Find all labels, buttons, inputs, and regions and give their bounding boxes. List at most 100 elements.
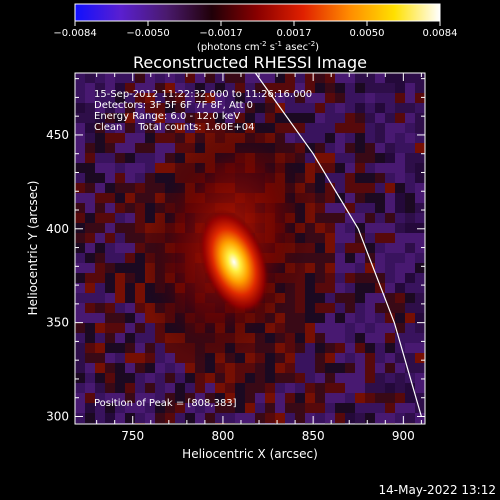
image-pixel [115,273,125,283]
image-pixel [155,333,165,343]
image-pixel [405,273,415,283]
image-pixel [395,113,405,123]
image-pixel [375,103,385,113]
image-pixel [335,413,345,423]
image-pixel [405,183,415,193]
image-pixel [165,353,175,363]
image-pixel [415,163,425,173]
image-pixel [365,293,375,303]
image-pixel [355,83,365,93]
image-pixel [355,333,365,343]
image-pixel [275,83,285,93]
image-pixel [95,273,105,283]
image-pixel [315,363,325,373]
image-pixel [415,273,425,283]
image-pixel [115,403,125,413]
image-pixel [145,363,155,373]
image-pixel [175,123,185,133]
image-pixel [375,123,385,133]
image-pixel [85,93,95,103]
image-pixel [235,383,245,393]
image-pixel [335,243,345,253]
image-pixel [365,283,375,293]
image-pixel [245,373,255,383]
image-pixel [295,393,305,403]
image-pixel [315,73,325,83]
image-pixel [355,323,365,333]
image-pixel [325,153,335,163]
image-pixel [155,413,165,423]
image-pixel [115,113,125,123]
image-pixel [345,173,355,183]
image-pixel [285,383,295,393]
image-pixel [245,383,255,393]
image-pixel [385,253,395,263]
image-pixel [295,83,305,93]
image-pixel [415,213,425,223]
image-pixel [395,293,405,303]
image-pixel [335,363,345,373]
image-pixel [105,203,115,213]
image-pixel [105,253,115,263]
image-pixel [385,323,395,333]
image-pixel [325,333,335,343]
image-pixel [105,353,115,363]
image-pixel [115,83,125,93]
image-pixel [115,373,125,383]
image-pixel [115,293,125,303]
image-pixel [225,83,235,93]
image-pixel [405,113,415,123]
image-pixel [415,263,425,273]
image-pixel [125,333,135,343]
image-pixel [145,103,155,113]
image-pixel [125,253,135,263]
image-pixel [135,193,145,203]
image-pixel [305,253,315,263]
image-pixel [225,413,235,423]
image-pixel [295,313,305,323]
image-pixel [95,403,105,413]
image-pixel [75,413,85,423]
image-pixel [145,383,155,393]
image-pixel [205,73,215,83]
image-pixel [95,173,105,183]
image-pixel [415,183,425,193]
image-pixel [405,303,415,313]
image-pixel [75,393,85,403]
image-pixel [405,343,415,353]
image-pixel [185,393,195,403]
image-pixel [125,153,135,163]
image-pixel [85,133,95,143]
image-pixel [115,323,125,333]
image-pixel [85,333,95,343]
image-pixel [345,313,355,323]
image-pixel [145,343,155,353]
image-pixel [105,393,115,403]
image-pixel [95,293,105,303]
image-pixel [165,343,175,353]
image-pixel [155,373,165,383]
image-pixel [135,383,145,393]
image-pixel [345,403,355,413]
image-pixel [385,143,395,153]
image-pixel [275,413,285,423]
image-pixel [145,93,155,103]
image-pixel [375,173,385,183]
image-pixel [155,343,165,353]
image-pixel [305,413,315,423]
image-pixel [155,123,165,133]
image-pixel [115,183,125,193]
colorbar-tick-label: 0.0050 [350,28,385,39]
image-pixel [365,333,375,343]
image-pixel [105,133,115,143]
image-pixel [195,83,205,93]
image-pixel [345,153,355,163]
colorbar [74,3,441,22]
image-pixel [165,73,175,83]
image-pixel [135,183,145,193]
image-pixel [125,193,135,203]
image-pixel [355,293,365,303]
image-pixel [165,393,175,403]
image-pixel [395,163,405,173]
image-pixel [185,413,195,423]
